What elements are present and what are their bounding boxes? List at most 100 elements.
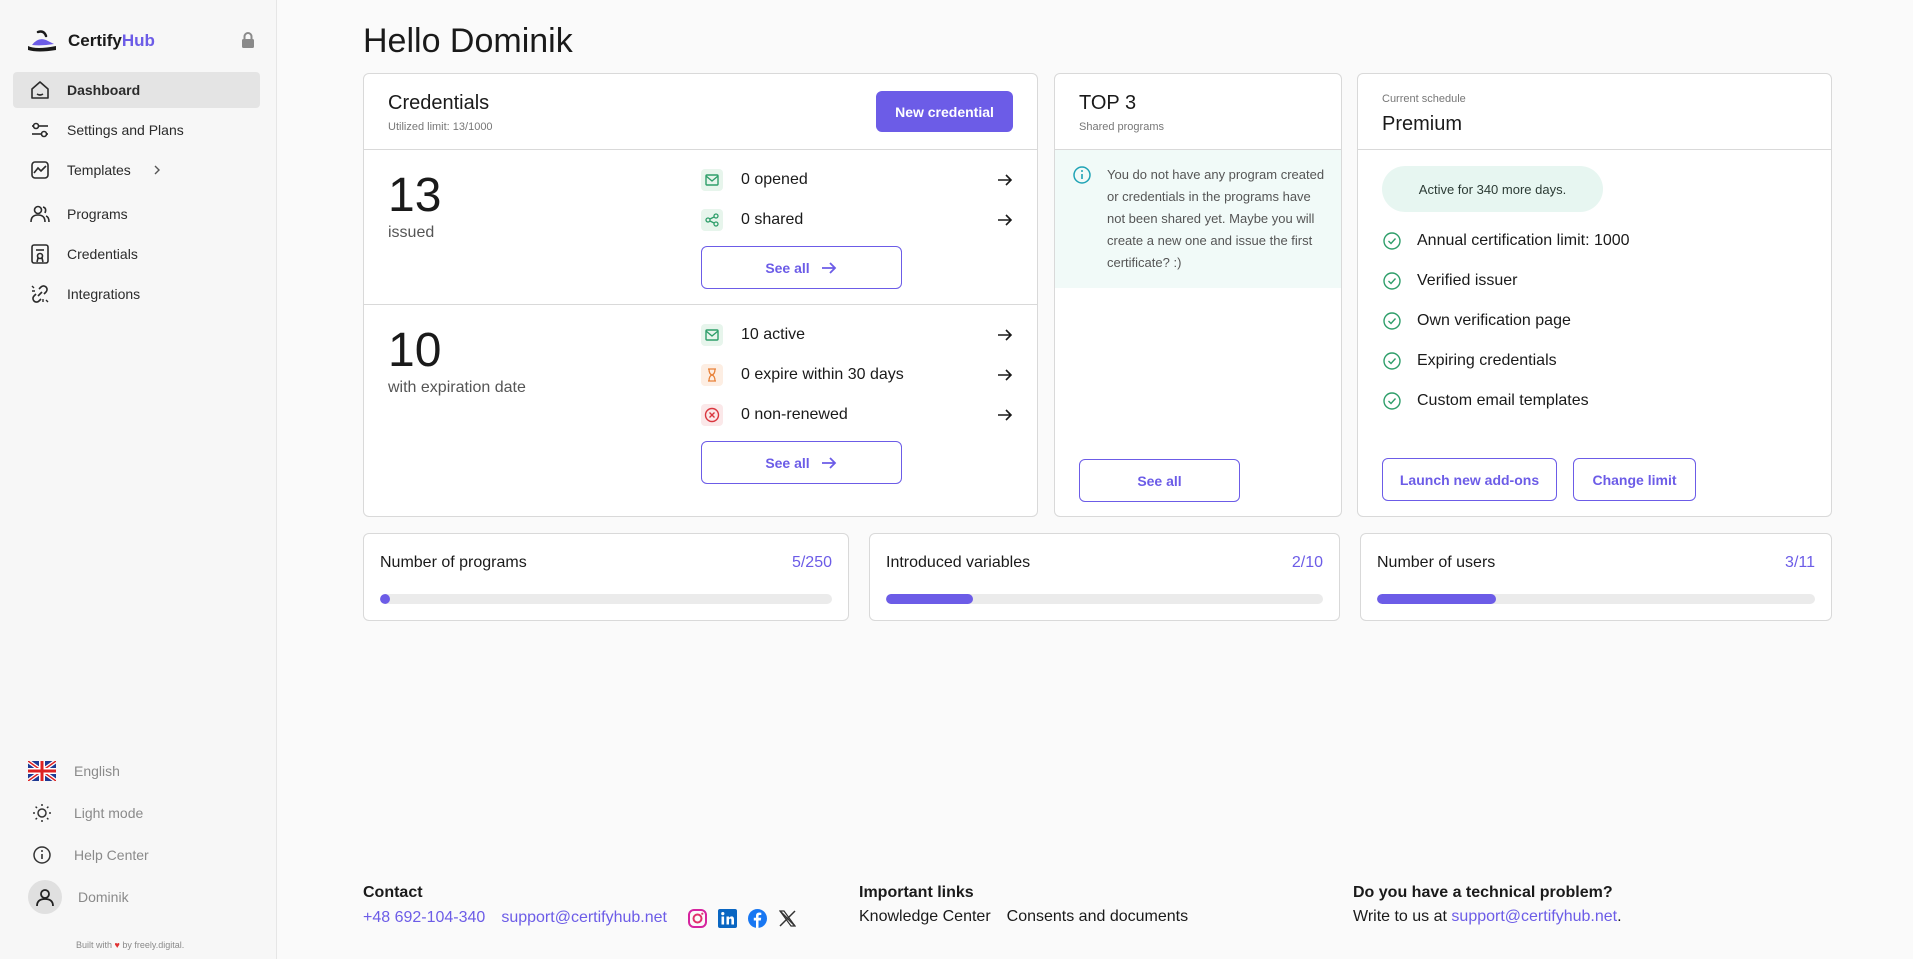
- contact-title: Contact: [363, 884, 423, 901]
- arrow-right-icon[interactable]: [996, 366, 1014, 384]
- launch-addons-button[interactable]: Launch new add-ons: [1382, 458, 1557, 501]
- credentials-subtitle: Utilized limit: 13/1000: [388, 121, 493, 133]
- stat-title: Number of users: [1377, 554, 1496, 571]
- schedule-label: Current schedule: [1382, 93, 1466, 105]
- arrow-right-icon[interactable]: [996, 211, 1014, 229]
- expire-soon-row[interactable]: 0 expire within 30 days: [701, 361, 1014, 389]
- status-badge: Active for 340 more days.: [1382, 166, 1603, 212]
- opened-row[interactable]: 0 opened: [701, 166, 1014, 194]
- sidebar-item-label: Programs: [67, 206, 128, 222]
- links-title: Important links: [859, 884, 974, 901]
- feature-item: Annual certification limit: 1000: [1382, 229, 1630, 253]
- x-icon[interactable]: [777, 908, 797, 928]
- issued-section: 13 issued 0 opened 0 shared See all: [364, 150, 1037, 305]
- top3-subtitle: Shared programs: [1079, 121, 1164, 133]
- consents-link[interactable]: Consents and documents: [1006, 908, 1189, 925]
- sidebar-item-settings[interactable]: Settings and Plans: [13, 112, 260, 148]
- row-label: 0 expire within 30 days: [741, 366, 904, 383]
- active-row[interactable]: 10 active: [701, 321, 1014, 349]
- feature-item: Own verification page: [1382, 309, 1571, 333]
- check-circle-icon: [1383, 352, 1401, 370]
- arrow-right-icon: [821, 261, 836, 274]
- credentials-title: Credentials: [388, 92, 490, 114]
- sidebar-item-label: Integrations: [67, 286, 141, 302]
- sidebar-item-integrations[interactable]: Integrations: [13, 276, 260, 312]
- feature-item: Custom email templates: [1382, 389, 1589, 413]
- user-profile[interactable]: Dominik: [28, 880, 258, 914]
- row-label: 10 active: [741, 326, 806, 343]
- sliders-icon: [29, 119, 51, 141]
- issued-label: issued: [388, 224, 435, 241]
- sidebar-item-credentials[interactable]: Credentials: [13, 236, 260, 272]
- tech-suffix: .: [1617, 908, 1622, 925]
- user-icon: [36, 889, 54, 907]
- sidebar-nav: Dashboard Settings and Plans Templates P…: [13, 72, 260, 316]
- sidebar-item-label: Credentials: [67, 246, 138, 262]
- help-label: Help Center: [74, 847, 149, 863]
- knowledge-center-link[interactable]: Knowledge Center: [859, 908, 991, 925]
- x-circle-icon: [701, 404, 723, 426]
- sidebar-item-label: Dashboard: [67, 82, 141, 98]
- row-label: 0 shared: [741, 211, 804, 228]
- theme-toggle[interactable]: Light mode: [28, 798, 258, 828]
- see-all-issued-button[interactable]: See all: [701, 246, 902, 289]
- theme-label: Light mode: [74, 805, 144, 821]
- issued-count: 13: [388, 169, 442, 222]
- facebook-icon[interactable]: [747, 908, 767, 928]
- arrow-right-icon: [821, 456, 836, 469]
- check-circle-icon: [1383, 272, 1401, 290]
- check-circle-icon: [1383, 312, 1401, 330]
- sidebar-item-templates[interactable]: Templates: [13, 152, 260, 188]
- progress-fill: [380, 594, 390, 604]
- non-renewed-row[interactable]: 0 non-renewed: [701, 401, 1014, 429]
- tech-prefix: Write to us at: [1353, 908, 1447, 925]
- feature-item: Expiring credentials: [1382, 349, 1557, 373]
- sidebar-bottom: English Light mode Help Center Dominik: [28, 756, 258, 924]
- uk-flag-icon: [28, 757, 56, 785]
- arrow-right-icon[interactable]: [996, 171, 1014, 189]
- phone-link[interactable]: +48 692-104-340: [363, 909, 486, 926]
- brand-name: Certify: [68, 31, 122, 50]
- empty-info-message: You do not have any program created or c…: [1055, 150, 1341, 288]
- arrow-right-icon[interactable]: [996, 406, 1014, 424]
- tech-email-link[interactable]: support@certifyhub.net: [1451, 908, 1618, 925]
- logo[interactable]: CertifyHub: [26, 28, 155, 54]
- users-icon: [29, 203, 51, 225]
- footer-contact: Contact +48 692-104-340 support@certifyh…: [363, 884, 797, 928]
- progress-fill: [1377, 594, 1497, 604]
- help-center-link[interactable]: Help Center: [28, 840, 258, 870]
- chevron-right-icon[interactable]: [151, 164, 163, 176]
- new-credential-button[interactable]: New credential: [876, 91, 1013, 132]
- mail-icon: [701, 169, 723, 191]
- sidebar-item-programs[interactable]: Programs: [13, 196, 260, 232]
- check-circle-icon: [1383, 232, 1401, 250]
- instagram-icon[interactable]: [687, 908, 707, 928]
- language-label: English: [74, 763, 120, 779]
- stat-value: 3/11: [1785, 554, 1815, 571]
- row-label: 0 opened: [741, 171, 808, 188]
- language-selector[interactable]: English: [28, 756, 258, 786]
- logo-mark-icon: [28, 30, 56, 52]
- expiration-label: with expiration date: [388, 379, 526, 396]
- shared-row[interactable]: 0 shared: [701, 206, 1014, 234]
- see-all-programs-button[interactable]: See all: [1079, 459, 1240, 502]
- schedule-plan: Premium: [1382, 113, 1463, 135]
- stat-title: Number of programs: [380, 554, 527, 571]
- share-icon: [701, 209, 723, 231]
- schedule-card: Current schedule Premium Active for 340 …: [1357, 73, 1832, 517]
- chart-icon: [29, 159, 51, 181]
- lock-icon[interactable]: [240, 31, 256, 49]
- email-link[interactable]: support@certifyhub.net: [501, 909, 667, 926]
- stat-value: 5/250: [791, 554, 832, 571]
- expiration-count: 10: [388, 324, 442, 377]
- sun-icon: [28, 799, 56, 827]
- see-all-expiration-button[interactable]: See all: [701, 441, 902, 484]
- info-circle-icon: [28, 841, 56, 869]
- sidebar-item-dashboard[interactable]: Dashboard: [13, 72, 260, 108]
- change-limit-button[interactable]: Change limit: [1573, 458, 1696, 501]
- user-name: Dominik: [78, 889, 129, 905]
- linkedin-icon[interactable]: [717, 908, 737, 928]
- certificate-icon: [29, 243, 51, 265]
- info-circle-icon: [1073, 166, 1091, 184]
- arrow-right-icon[interactable]: [996, 326, 1014, 344]
